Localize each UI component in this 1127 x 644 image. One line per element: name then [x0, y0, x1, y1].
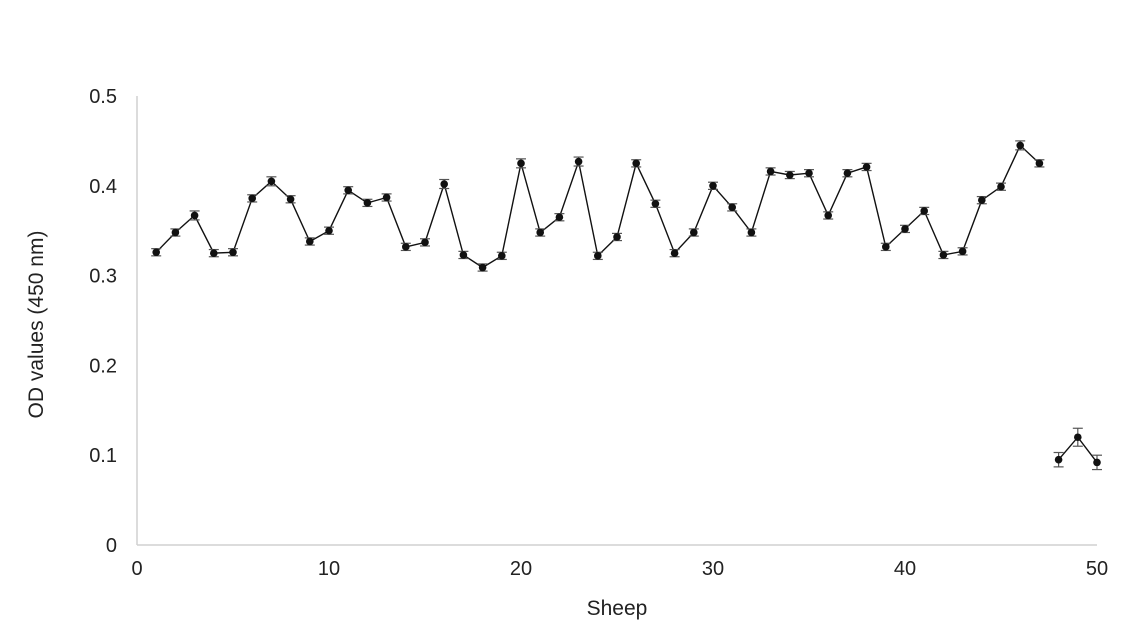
data-point: [440, 180, 449, 188]
data-point: [728, 203, 736, 212]
data-point: [997, 182, 1005, 191]
data-point: [344, 186, 353, 195]
x-axis-title: Sheep: [587, 597, 648, 620]
y-tick-label: 0.3: [89, 266, 117, 288]
data-point: [286, 195, 295, 204]
series-line: [155, 144, 1040, 269]
data-series: [151, 140, 1102, 471]
x-tick-label: 50: [1086, 558, 1108, 580]
y-axis-title: OD values (450 nm): [25, 231, 48, 419]
data-point: [709, 182, 717, 190]
x-tick-label: 40: [894, 558, 916, 580]
series: [1053, 427, 1102, 471]
data-point: [248, 194, 256, 203]
data-point: [958, 247, 967, 256]
data-point: [594, 252, 602, 260]
data-point: [882, 243, 890, 251]
y-tick-label: 0: [106, 535, 117, 557]
x-tick-label: 20: [510, 558, 532, 580]
data-point: [574, 157, 583, 166]
data-point: [459, 251, 468, 259]
data-point: [632, 159, 640, 168]
data-point: [363, 199, 372, 207]
data-point: [1054, 455, 1063, 464]
data-point: [805, 169, 813, 178]
data-point: [382, 193, 391, 202]
data-point: [901, 225, 909, 233]
data-point: [306, 237, 314, 246]
data-point: [766, 167, 775, 176]
y-tick-labels: 0 0.1 0.2 0.3 0.4 0.5: [89, 86, 117, 557]
data-point: [229, 248, 237, 257]
axes: [136, 96, 1097, 546]
data-point: [862, 163, 871, 171]
data-point: [651, 199, 660, 208]
data-point: [478, 263, 487, 272]
x-tick-labels: 0 10 20 30 40 50: [131, 558, 1108, 580]
data-point: [517, 159, 525, 168]
data-point: [747, 228, 756, 237]
data-point: [978, 196, 986, 204]
data-point: [786, 171, 794, 179]
data-point: [1074, 433, 1082, 442]
x-tick-label: 0: [131, 558, 142, 580]
data-point: [1093, 458, 1101, 467]
data-point: [402, 243, 410, 251]
data-point: [267, 177, 276, 186]
data-point: [670, 249, 679, 257]
y-tick-label: 0.1: [89, 445, 117, 467]
data-point: [939, 251, 948, 259]
data-point: [824, 211, 832, 220]
x-tick-label: 10: [318, 558, 340, 580]
data-point: [536, 228, 544, 237]
y-tick-label: 0.5: [89, 86, 117, 108]
data-point: [421, 238, 429, 247]
y-tick-label: 0.4: [89, 176, 117, 198]
data-point: [613, 233, 621, 241]
series: [151, 140, 1045, 272]
data-point: [1016, 141, 1024, 150]
data-point: [190, 211, 199, 220]
data-point: [171, 228, 180, 237]
data-point: [325, 226, 333, 235]
data-point: [210, 249, 218, 257]
y-tick-label: 0.2: [89, 355, 117, 377]
data-point: [690, 228, 698, 237]
data-point: [920, 207, 928, 215]
data-point: [843, 169, 852, 178]
data-point: [498, 252, 506, 260]
data-point: [152, 248, 160, 257]
x-tick-label: 30: [702, 558, 724, 580]
data-point: [1035, 159, 1044, 168]
data-point: [555, 213, 564, 222]
